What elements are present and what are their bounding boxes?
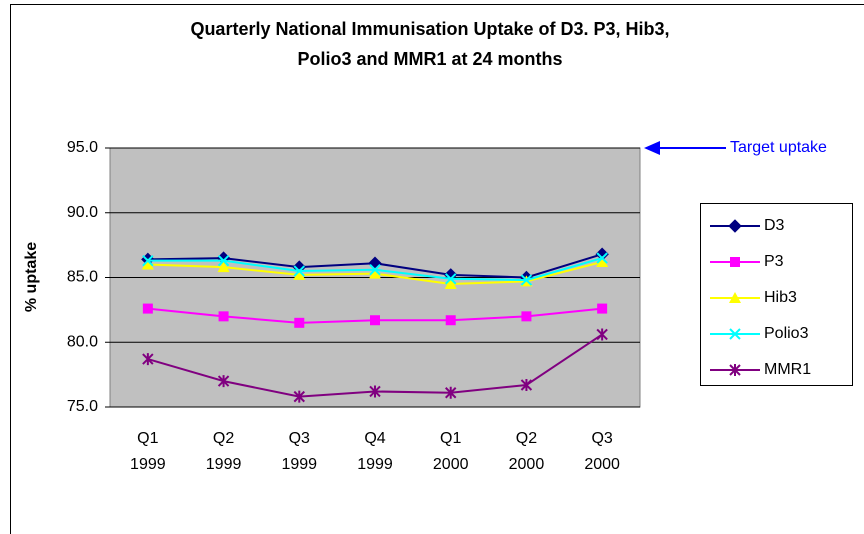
annotation: Target uptake	[730, 139, 827, 156]
x-tick-label: 2000	[433, 456, 469, 473]
x-tick-label: Q1	[440, 430, 461, 447]
data-point	[217, 375, 230, 388]
data-point	[445, 315, 456, 326]
chart-title: Quarterly National Immunisation Uptake o…	[190, 19, 669, 39]
y-tick-label: 85.0	[67, 269, 98, 286]
data-point	[293, 268, 306, 280]
data-point	[369, 264, 381, 276]
x-tick-label: Q1	[137, 430, 158, 447]
data-point	[520, 274, 533, 286]
y-tick-label: 95.0	[67, 139, 98, 156]
annotation-arrowhead	[644, 141, 660, 155]
legend-marker	[730, 257, 740, 267]
legend-label: MMR1	[764, 361, 811, 378]
chart-title: Polio3 and MMR1 at 24 months	[297, 49, 562, 69]
data-point	[596, 328, 608, 341]
y-tick-label: 90.0	[67, 204, 98, 221]
x-tick-label: 2000	[584, 456, 620, 473]
x-tick-label: 1999	[281, 456, 317, 473]
y-tick-label: 75.0	[67, 398, 98, 415]
y-axis-label: % uptake	[23, 242, 40, 312]
data-point	[369, 267, 381, 279]
x-tick-label: Q3	[289, 430, 310, 447]
x-tick-label: Q2	[213, 430, 234, 447]
x-tick-label: 1999	[357, 456, 393, 473]
legend-label: D3	[764, 217, 785, 234]
data-point	[444, 277, 457, 289]
data-point	[141, 258, 154, 270]
legend-label: Hib3	[764, 289, 797, 306]
legend-marker	[728, 219, 742, 233]
data-point	[445, 386, 457, 399]
legend-label: Polio3	[764, 325, 809, 342]
legend-marker	[729, 364, 741, 376]
data-point	[142, 254, 154, 267]
y-tick-label: 80.0	[67, 333, 98, 350]
data-point	[218, 311, 229, 322]
data-point	[217, 261, 230, 273]
x-tick-label: 2000	[509, 456, 545, 473]
data-point	[597, 303, 608, 314]
legend	[700, 203, 853, 386]
data-point	[370, 315, 380, 326]
data-point	[294, 317, 305, 328]
data-point	[142, 353, 154, 366]
x-tick-label: Q2	[516, 430, 537, 447]
data-point	[142, 303, 153, 314]
data-point	[217, 254, 230, 267]
legend-marker	[729, 328, 741, 340]
x-tick-label: Q3	[591, 430, 612, 447]
data-point	[369, 385, 381, 398]
data-point	[293, 390, 305, 403]
data-point	[596, 255, 609, 267]
x-tick-label: 1999	[206, 456, 242, 473]
data-point	[521, 311, 532, 322]
data-point	[520, 378, 533, 391]
x-tick-label: Q4	[364, 430, 385, 447]
data-point	[596, 252, 608, 264]
x-tick-label: 1999	[130, 456, 166, 473]
legend-marker	[729, 292, 741, 303]
legend-label: P3	[764, 253, 784, 270]
data-point	[293, 265, 305, 277]
data-point	[445, 273, 457, 285]
